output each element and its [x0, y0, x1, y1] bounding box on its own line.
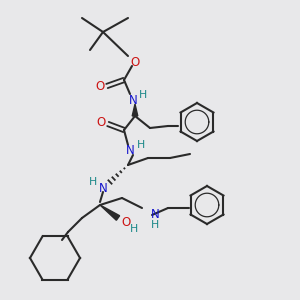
Text: N: N — [126, 143, 134, 157]
Text: H: H — [137, 140, 145, 150]
Text: O: O — [122, 215, 130, 229]
Text: H: H — [130, 224, 138, 234]
Text: H: H — [151, 220, 159, 230]
Text: O: O — [95, 80, 105, 92]
Text: N: N — [99, 182, 107, 194]
Text: N: N — [129, 94, 137, 106]
Text: O: O — [96, 116, 106, 128]
Polygon shape — [132, 104, 138, 116]
Text: H: H — [89, 177, 97, 187]
Text: N: N — [151, 208, 159, 221]
Text: H: H — [139, 90, 147, 100]
Polygon shape — [100, 205, 120, 220]
Text: O: O — [130, 56, 140, 68]
